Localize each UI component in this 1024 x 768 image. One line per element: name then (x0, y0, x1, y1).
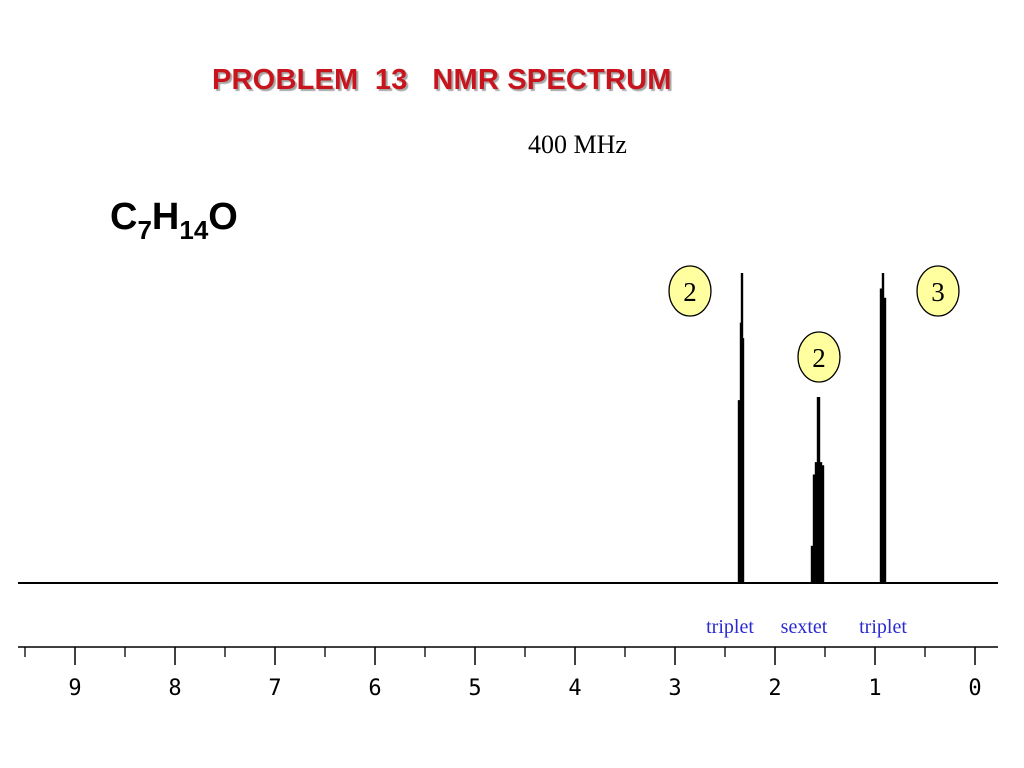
axis-tick-label-4: 4 (568, 676, 581, 701)
formula-element-o: O (208, 196, 238, 238)
integration-bubble-1 (668, 265, 712, 317)
axis-tick-label-2: 2 (768, 676, 781, 701)
axis-tick-label-9: 9 (68, 676, 81, 701)
molecular-formula: C7H14O (110, 196, 238, 243)
integration-value-3: 3 (931, 277, 945, 307)
formula-subscript-h: 14 (179, 215, 209, 245)
axis-tick-label-3: 3 (668, 676, 681, 701)
multiplicity-label-2: sextet (781, 616, 828, 638)
axis-tick-label-8: 8 (168, 676, 181, 701)
integration-value-2: 2 (812, 343, 826, 373)
axis-tick-label-0: 0 (968, 676, 981, 701)
integration-value-1: 2 (683, 277, 697, 307)
spectrometer-frequency: 400 MHz (528, 130, 627, 159)
formula-subscript-c: 7 (137, 215, 152, 245)
integration-bubble-2 (797, 331, 841, 383)
multiplicity-label-3: triplet (859, 616, 907, 638)
formula-element-c: C (110, 196, 138, 238)
integration-bubble-3 (916, 265, 960, 317)
axis-tick-label-1: 1 (868, 676, 881, 701)
axis-tick-label-5: 5 (468, 676, 481, 701)
formula-element-h: H (151, 196, 180, 238)
axis-tick-label-6: 6 (368, 676, 381, 701)
axis-tick-label-7: 7 (268, 676, 281, 701)
page-title: PROBLEM 13 NMR SPECTRUM (212, 64, 672, 96)
multiplicity-label-1: triplet (706, 616, 754, 638)
